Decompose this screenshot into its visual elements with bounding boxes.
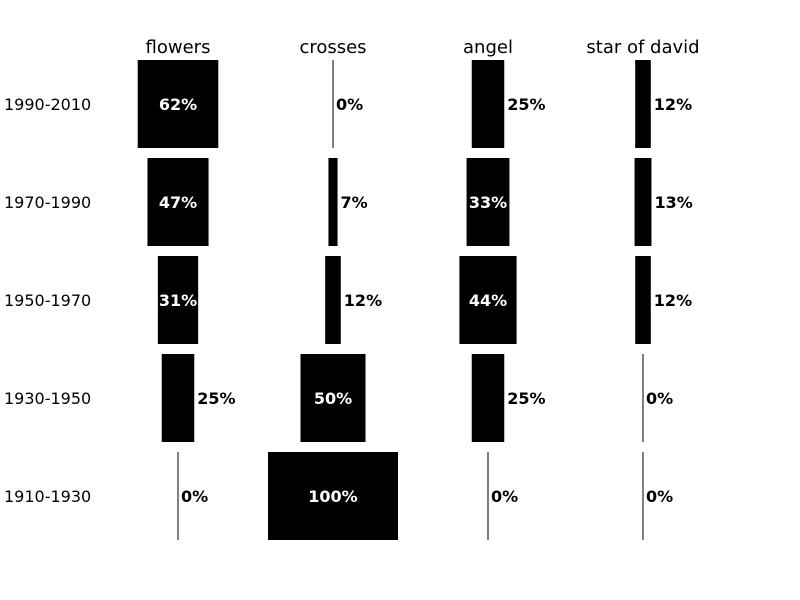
- value-label: 25%: [507, 389, 545, 408]
- value-label: 0%: [491, 487, 518, 506]
- bar: [157, 256, 199, 344]
- value-label: 25%: [197, 389, 235, 408]
- value-label: 25%: [507, 95, 545, 114]
- bar: [471, 354, 505, 442]
- bar: [634, 158, 652, 246]
- column-label: crosses: [299, 37, 366, 58]
- value-label: 12%: [654, 291, 692, 310]
- value-label: 31%: [159, 291, 197, 310]
- row-label: 1910-1930: [4, 487, 91, 506]
- bar: [328, 158, 338, 246]
- bar: [466, 158, 510, 246]
- bar: [471, 60, 505, 148]
- value-label: 50%: [314, 389, 352, 408]
- bar: [459, 256, 517, 344]
- value-label: 44%: [469, 291, 507, 310]
- row-label: 1930-1950: [4, 389, 91, 408]
- bar: [325, 256, 341, 344]
- value-label: 12%: [344, 291, 382, 310]
- bar: [137, 60, 219, 148]
- bar: [300, 354, 366, 442]
- column-label: angel: [463, 37, 513, 58]
- column-label: star of david: [586, 37, 699, 58]
- bar: [147, 158, 209, 246]
- bar: [161, 354, 195, 442]
- row-label: 1970-1990: [4, 193, 91, 212]
- column-label: flowers: [146, 37, 211, 58]
- bar: [635, 60, 651, 148]
- value-label: 0%: [646, 487, 673, 506]
- value-label: 33%: [469, 193, 507, 212]
- value-label: 0%: [646, 389, 673, 408]
- value-label: 12%: [654, 95, 692, 114]
- value-label: 13%: [654, 193, 692, 212]
- value-label: 0%: [336, 95, 363, 114]
- row-label: 1990-2010: [4, 95, 91, 114]
- value-label: 0%: [181, 487, 208, 506]
- bar: [635, 256, 651, 344]
- value-label: 7%: [341, 193, 368, 212]
- value-label: 47%: [159, 193, 197, 212]
- value-label: 100%: [308, 487, 357, 506]
- bar: [268, 452, 398, 540]
- row-label: 1950-1970: [4, 291, 91, 310]
- value-label: 62%: [159, 95, 197, 114]
